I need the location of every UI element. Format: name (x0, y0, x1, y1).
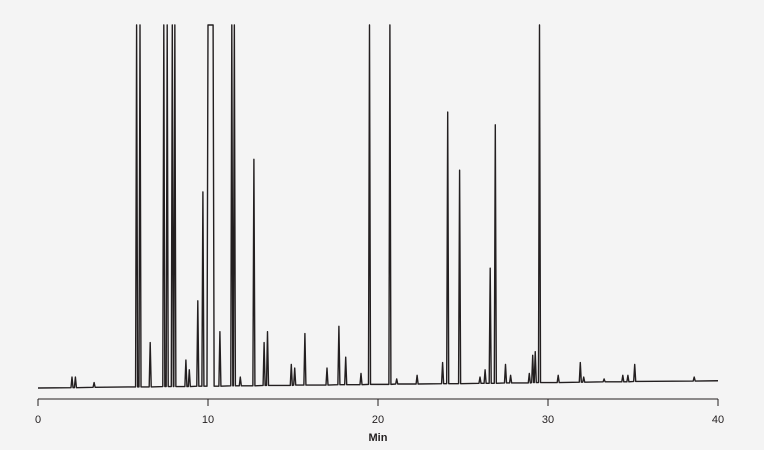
x-tick-label: 20 (372, 414, 384, 426)
x-tick-label: 40 (712, 414, 724, 426)
x-axis-label: Min (369, 432, 388, 444)
x-tick-label: 0 (35, 414, 41, 426)
x-tick-label: 10 (202, 414, 214, 426)
chromatogram-trace (37, 24, 719, 389)
x-tick-label: 30 (542, 414, 554, 426)
